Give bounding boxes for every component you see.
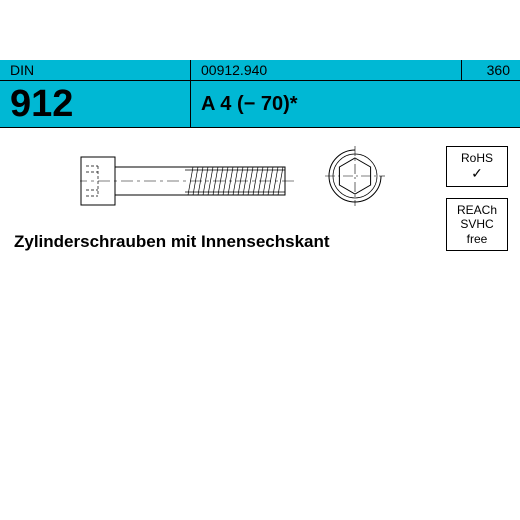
reach-line1: REACh: [453, 203, 501, 217]
rohs-label: RoHS: [453, 151, 501, 165]
material-spec: A 4 (− 70)*: [191, 81, 520, 127]
standard-number: 912: [0, 81, 191, 127]
rohs-badge: RoHS ✓: [446, 146, 508, 187]
check-icon: ✓: [453, 165, 501, 182]
reach-line3: free: [453, 232, 501, 246]
standard-row: 912 A 4 (− 70)*: [0, 81, 520, 128]
din-label: DIN: [0, 60, 191, 80]
product-code: 00912.940: [191, 60, 462, 80]
diagram-area: RoHS ✓ REACh SVHC free Zylinderschrauben…: [0, 128, 520, 258]
screw-side-icon: [80, 146, 300, 216]
product-title: Zylinderschrauben mit Innensechskant: [14, 232, 330, 252]
spec-card: DIN 00912.940 360 912 A 4 (− 70)*: [0, 60, 520, 258]
header-row: DIN 00912.940 360: [0, 60, 520, 81]
screw-end-icon: [325, 146, 385, 206]
reach-badge: REACh SVHC free: [446, 198, 508, 251]
reach-line2: SVHC: [453, 217, 501, 231]
qty-label: 360: [462, 60, 520, 80]
